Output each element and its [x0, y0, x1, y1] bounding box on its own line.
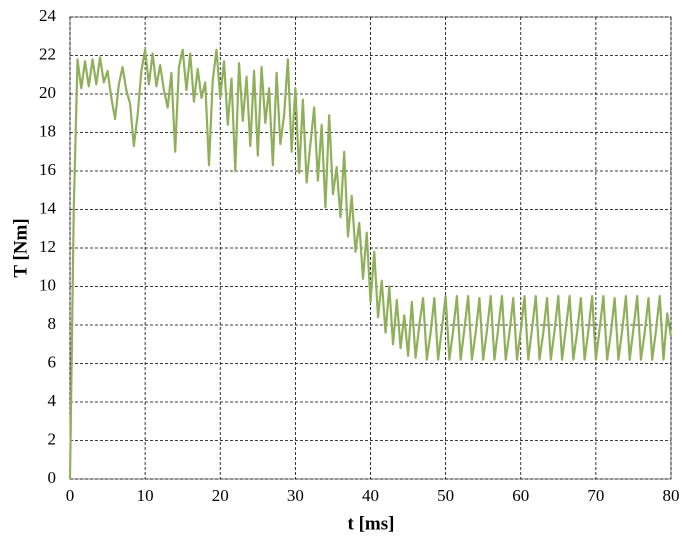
y-tick-label: 16: [39, 160, 56, 179]
x-tick-label: 0: [66, 486, 75, 505]
x-tick-label: 80: [663, 486, 680, 505]
x-tick-label: 40: [362, 486, 379, 505]
y-axis-label: T [Nm]: [10, 218, 31, 277]
y-tick-label: 4: [48, 391, 57, 410]
y-tick-label: 22: [39, 44, 56, 63]
data-line: [68, 48, 673, 480]
y-tick-label: 0: [48, 468, 57, 487]
y-tick-label: 24: [39, 6, 57, 25]
y-tick-label: 14: [39, 198, 57, 217]
y-tick-label: 12: [39, 237, 56, 256]
x-tick-label: 10: [137, 486, 154, 505]
x-tick-label: 60: [512, 486, 529, 505]
x-tick-label: 30: [287, 486, 304, 505]
x-axis-label: t [ms]: [348, 513, 395, 534]
y-tick-label: 20: [39, 83, 56, 102]
y-tick-label: 18: [39, 121, 56, 140]
x-tick-label: 70: [587, 486, 604, 505]
y-tick-label: 2: [48, 429, 57, 448]
y-tick-label: 8: [48, 314, 57, 333]
y-tick-label: 10: [39, 275, 56, 294]
x-tick-label: 20: [212, 486, 229, 505]
y-tick-label: 6: [48, 352, 57, 371]
x-tick-label: 50: [437, 486, 454, 505]
